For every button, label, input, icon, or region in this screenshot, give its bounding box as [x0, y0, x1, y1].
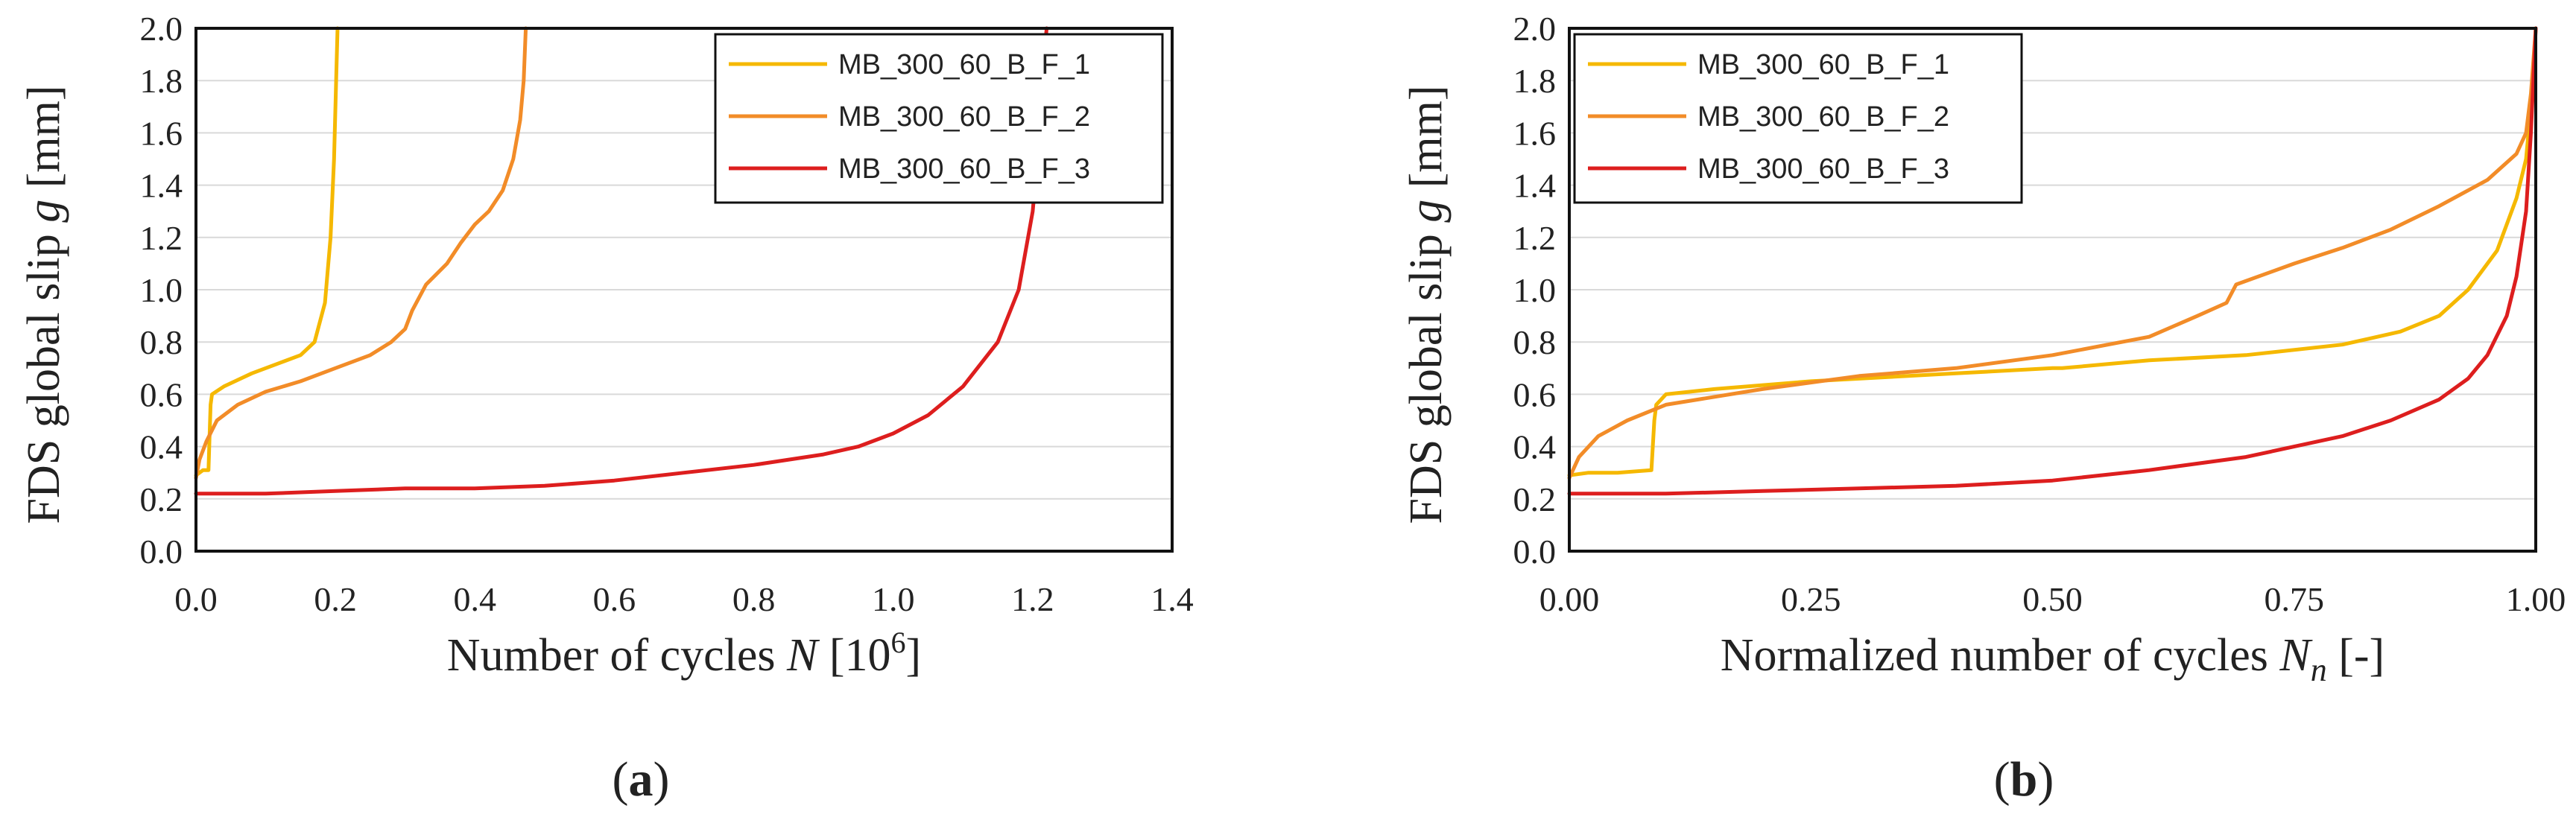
series-line-2 — [1567, 26, 2538, 480]
y-tick-label: 0.8 — [140, 323, 183, 361]
panel-b-chart: 0.0 0.2 0.4 0.6 0.8 1.0 1.2 1.4 1.6 1.8 2.0 0.00 0.2… — [1401, 10, 2566, 688]
x-tick-label: 0.75 — [2265, 580, 2325, 618]
series-line-2 — [194, 26, 528, 480]
y-tick-label: 0.2 — [1513, 480, 1557, 518]
legend: MB_300_60_B_F_1 MB_300_60_B_F_2 MB_300_60_… — [714, 33, 1164, 204]
x-axis-label: Normalized number of cycles Nn [-] — [1721, 630, 2384, 688]
y-tick-label: 1.2 — [140, 219, 183, 257]
x-tick-label: 0.00 — [1539, 580, 1600, 618]
legend-entry: MB_300_60_B_F_1 — [1697, 49, 1949, 80]
series-line-1 — [194, 26, 340, 477]
y-tick-label: 1.8 — [140, 62, 183, 100]
y-tick-label: 2.0 — [1513, 10, 1557, 48]
y-tick-label: 0.6 — [140, 375, 183, 413]
y-axis-label: FDS global slip g [mm] — [19, 85, 69, 524]
y-tick-label: 0.0 — [1513, 533, 1557, 571]
y-tick-label: 1.0 — [140, 271, 183, 309]
y-tick-label: 0.8 — [1513, 323, 1557, 361]
y-tick-label: 0.0 — [140, 533, 183, 571]
series-line-1 — [1567, 26, 2538, 477]
legend-entry: MB_300_60_B_F_2 — [1697, 101, 1949, 133]
plot-frame — [1568, 27, 2537, 553]
panel-a-chart: 0.0 0.2 0.4 0.6 0.8 1.0 1.2 1.4 1.6 1.8 2.0 0.0 0.2 0… — [19, 10, 1194, 681]
x-tick-label: 1.2 — [1011, 580, 1054, 618]
legend-entry: MB_300_60_B_F_3 — [1697, 153, 1949, 185]
y-tick-label: 2.0 — [140, 10, 183, 48]
series-line-3 — [194, 26, 1049, 496]
y-tick-label: 1.0 — [1513, 271, 1557, 309]
y-tick-label: 1.4 — [140, 167, 183, 205]
legend-entry: MB_300_60_B_F_1 — [838, 49, 1090, 80]
x-axis-label: Number of cycles N [106] — [447, 626, 921, 681]
legend: MB_300_60_B_F_1 MB_300_60_B_F_2 MB_300_60_… — [1573, 33, 2023, 204]
y-tick-label: 1.6 — [1513, 114, 1557, 152]
legend-entry: MB_300_60_B_F_3 — [838, 153, 1090, 185]
x-tick-label: 0.4 — [454, 580, 497, 618]
panel-b-label: (b) — [1994, 752, 2054, 807]
y-tick-label: 1.4 — [1513, 167, 1557, 205]
x-tick-label: 0.8 — [732, 580, 776, 618]
x-tick-label: 0.0 — [174, 580, 218, 618]
legend-entry: MB_300_60_B_F_2 — [838, 101, 1090, 133]
y-tick-label: 0.4 — [1513, 428, 1557, 466]
plot-frame — [194, 27, 1174, 553]
x-tick-label: 0.6 — [593, 580, 636, 618]
x-tick-label: 0.25 — [1781, 580, 1841, 618]
x-tick-label: 0.2 — [314, 580, 357, 618]
y-tick-label: 1.6 — [140, 114, 183, 152]
y-tick-label: 1.8 — [1513, 62, 1557, 100]
y-axis-label: FDS global slip g [mm] — [1401, 85, 1452, 524]
y-tick-label: 0.2 — [140, 480, 183, 518]
y-tick-label: 0.6 — [1513, 375, 1557, 413]
x-tick-label: 1.00 — [2506, 580, 2566, 618]
y-tick-label: 1.2 — [1513, 219, 1557, 257]
panel-a-label: (a) — [613, 752, 670, 807]
x-tick-label: 1.4 — [1151, 580, 1194, 618]
y-tick-label: 0.4 — [140, 428, 183, 466]
series-line-3 — [1567, 26, 2538, 496]
x-tick-label: 1.0 — [872, 580, 915, 618]
x-tick-label: 0.50 — [2022, 580, 2083, 618]
